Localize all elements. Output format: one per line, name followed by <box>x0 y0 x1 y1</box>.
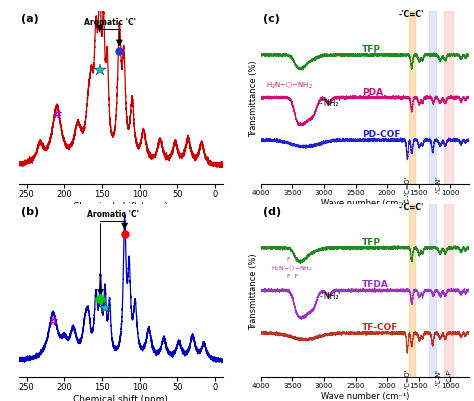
Text: -'C-F': -'C-F' <box>447 368 453 385</box>
Y-axis label: Transmittance (%): Transmittance (%) <box>249 60 258 136</box>
Text: -'NH₂': -'NH₂' <box>319 99 341 107</box>
X-axis label: Chemical shift (ppm): Chemical shift (ppm) <box>73 202 168 211</box>
Text: -'C=C': -'C=C' <box>399 202 424 211</box>
Text: (d): (d) <box>263 206 281 216</box>
Text: -'C-N': -'C-N' <box>436 175 442 193</box>
Text: -'C=C': -'C=C' <box>399 10 424 19</box>
Text: -'NH₂': -'NH₂' <box>319 291 341 300</box>
Text: TFP: TFP <box>362 237 381 246</box>
Bar <box>409 12 415 184</box>
Bar <box>444 12 454 184</box>
Text: TFP: TFP <box>362 45 381 54</box>
Text: TFDA: TFDA <box>362 280 389 289</box>
X-axis label: Wave number (cm⁻¹): Wave number (cm⁻¹) <box>321 199 409 208</box>
Text: -'C-N': -'C-N' <box>436 368 442 386</box>
Text: (b): (b) <box>21 206 39 216</box>
Text: -'C=O': -'C=O' <box>404 175 410 196</box>
Text: TF-COF: TF-COF <box>362 322 398 331</box>
Y-axis label: Transmittance (%): Transmittance (%) <box>249 253 258 329</box>
X-axis label: Wave number (cm⁻¹): Wave number (cm⁻¹) <box>321 391 409 400</box>
Text: PDA: PDA <box>362 87 383 96</box>
Bar <box>409 205 415 377</box>
Bar <box>429 205 437 377</box>
Bar <box>444 205 454 377</box>
Text: -'C=O': -'C=O' <box>404 368 410 389</box>
Text: Aromatic 'C': Aromatic 'C' <box>87 210 138 219</box>
Text: (c): (c) <box>263 14 280 24</box>
Text: F  F
H$_2$N$-$⬡$-$NH$_2$
F  F: F F H$_2$N$-$⬡$-$NH$_2$ F F <box>272 257 313 278</box>
Text: Aromatic 'C': Aromatic 'C' <box>83 18 136 27</box>
Text: #: # <box>48 316 58 326</box>
Text: H$_2$N$-$⬡$-$NH$_2$: H$_2$N$-$⬡$-$NH$_2$ <box>266 80 312 91</box>
Text: (a): (a) <box>21 14 39 24</box>
Text: #: # <box>52 110 62 120</box>
Bar <box>429 12 437 184</box>
Text: PD-COF: PD-COF <box>362 130 401 139</box>
X-axis label: Chemical shift (ppm): Chemical shift (ppm) <box>73 394 168 401</box>
